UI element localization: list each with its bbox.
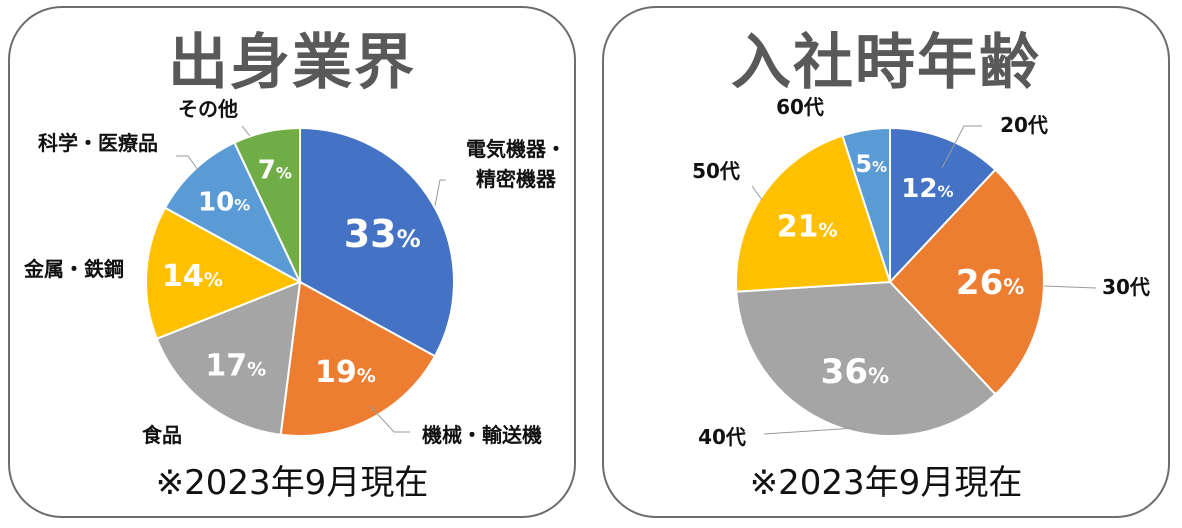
industry-slice-1-category-label: 機械・輸送機 (422, 423, 542, 447)
industry-chart-title: 出身業界 (168, 28, 416, 98)
industry-slice-4-category-label: 科学・医療品 (38, 131, 158, 155)
age-slice-4 (841, 126, 891, 283)
age-chart-title: 入社時年齢 (731, 28, 1041, 98)
age-slice-3 (735, 134, 892, 293)
industry-slice-5 (233, 126, 301, 283)
industry-slice-0-leader-line (434, 179, 446, 207)
age-slice-3-category-label: 50代 (692, 159, 740, 183)
industry-slice-5-leader-line (241, 125, 251, 137)
industry-slice-1-leader-line (369, 405, 410, 433)
industry-slice-4 (163, 141, 303, 285)
industry-slice-2-category-label: 食品 (142, 423, 182, 447)
age-slice-0-category-label: 20代 (1000, 113, 1048, 137)
age-slice-3-leader-line (751, 185, 763, 201)
age-slice-0 (889, 126, 997, 285)
industry-slice-4-leader-line (176, 155, 199, 171)
industry-slice-1 (279, 280, 437, 437)
industry-slice-3 (145, 206, 303, 340)
industry-slice-3-category-label: 金属・鉄鋼 (23, 257, 124, 281)
age-slice-4-category-label: 60代 (776, 95, 824, 119)
industry-footnote: ※2023年9月現在 (155, 463, 429, 503)
age-slice-3-percent-label: 21% (777, 210, 838, 245)
age-slice-2 (735, 280, 997, 437)
industry-slice-5-category-label: その他 (178, 97, 238, 121)
industry-slice-0-category-label: 電気機器・精密機器 (466, 137, 566, 191)
industry-slice-5-percent-label: 7% (258, 156, 292, 186)
age-slice-2-category-label: 40代 (698, 425, 746, 449)
industry-slice-0 (299, 126, 455, 358)
age-slice-2-leader-line (763, 427, 857, 435)
industry-slice-2 (155, 280, 302, 436)
age-slice-1-category-label: 30代 (1102, 275, 1150, 299)
age-panel: 入社時年齢 12% 20代 26% 30代 36% 40代 21% 50代 5% 60代 ※202… (602, 6, 1170, 518)
age-slice-1 (888, 168, 1045, 396)
industry-panel: 出身業界 33% 電気機器・精密機器 19% 機械・輸送機 17% 食品 14% 金属・鉄鋼 1… (8, 6, 576, 518)
age-slice-1-leader-line (1043, 285, 1097, 289)
industry-pie-chart: 33%電気機器・精密機器19%機械・輸送機17%食品14%金属・鉄鋼10%科学・… (23, 97, 566, 447)
age-footnote: ※2023年9月現在 (749, 463, 1023, 503)
age-slice-0-leader-line (941, 125, 982, 169)
